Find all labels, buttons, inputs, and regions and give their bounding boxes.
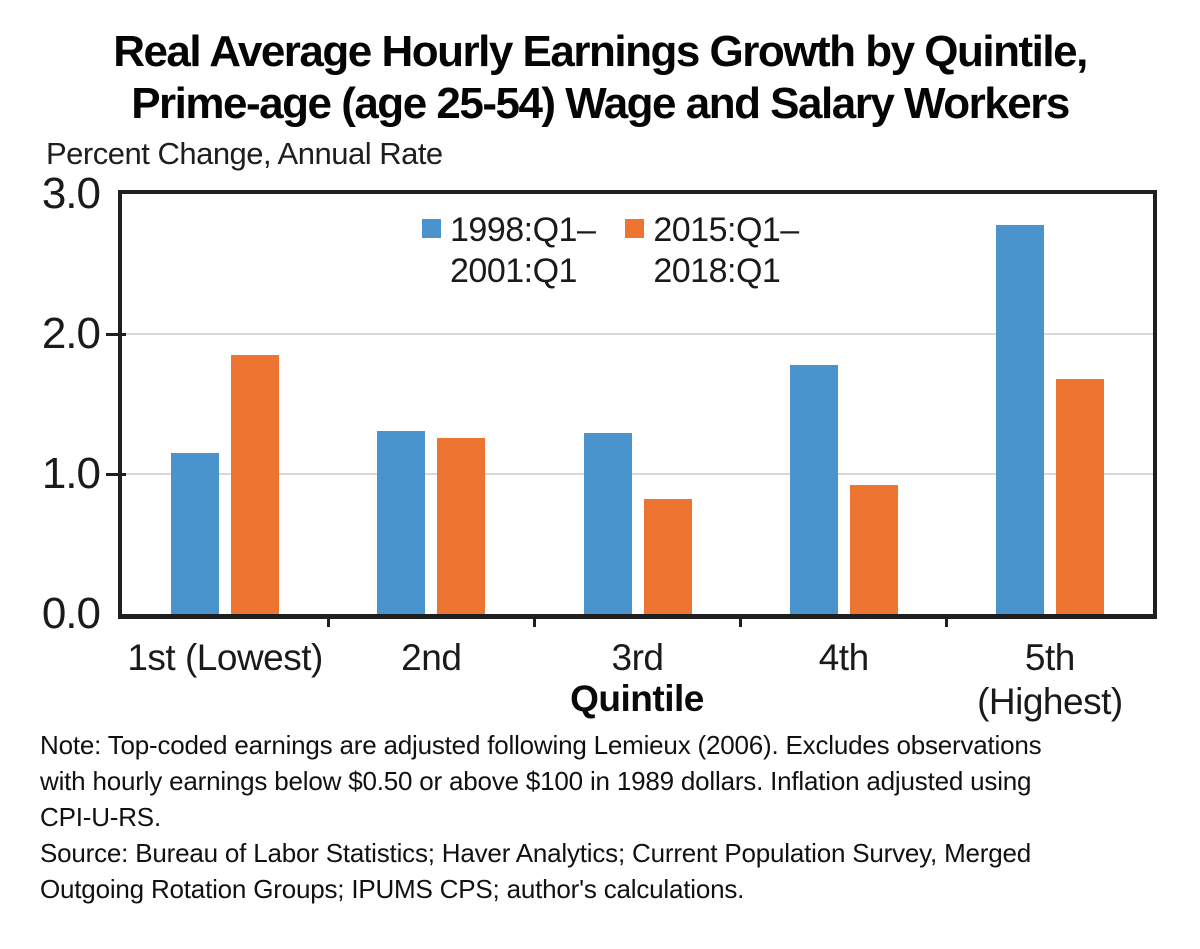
x-tick-label-cat4: 4th — [714, 636, 974, 680]
x-tick-label-line: 5th — [1024, 637, 1075, 678]
bar-series1-cat4 — [789, 364, 838, 614]
x-tick-label-line: 2nd — [401, 637, 462, 678]
legend-item-1: 1998:Q1– 2001:Q1 — [422, 210, 596, 292]
note-line: CPI-U-RS. — [40, 802, 161, 832]
legend-swatch-icon — [422, 219, 441, 238]
y-axis-tick — [106, 472, 126, 476]
source-line: Source: Bureau of Labor Statistics; Have… — [40, 838, 1032, 868]
x-axis-tick — [532, 614, 536, 627]
x-tick-label-line: 3rd — [611, 637, 664, 678]
legend-swatch-icon — [625, 219, 645, 238]
y-tick-label-0.0: 0.0 — [41, 589, 101, 638]
y-tick-label-2.0: 2.0 — [41, 309, 101, 358]
x-tick-label-cat3: 3rd — [508, 636, 768, 680]
bar-series2-cat4 — [849, 485, 898, 614]
chart-title-line2: Prime-age (age 25-54) Wage and Salary Wo… — [131, 79, 1070, 128]
y-tick-label-3.0: 3.0 — [41, 169, 101, 218]
bar-series1-cat1 — [171, 453, 220, 614]
gridline-2 — [122, 333, 1153, 335]
bar-series1-cat2 — [377, 430, 426, 614]
legend-label: 1998:Q1– 2001:Q1 — [450, 211, 596, 290]
x-axis-tick — [739, 614, 743, 627]
bar-series2-cat5 — [1055, 378, 1104, 614]
plot-area: 1998:Q1– 2001:Q1 2015:Q1– 2018:Q1 — [106, 190, 1157, 627]
x-tick-label-line: 4th — [818, 637, 869, 678]
x-axis-tick — [945, 614, 949, 627]
source-line: Outgoing Rotation Groups; IPUMS CPS; aut… — [40, 874, 745, 904]
x-tick-label-cat2: 2nd — [301, 636, 561, 680]
legend-label: 2015:Q1– 2018:Q1 — [653, 211, 799, 290]
x-tick-label-line: 1st (Lowest) — [127, 637, 323, 678]
bar-series1-cat3 — [583, 433, 632, 614]
x-tick-label-line: (Highest) — [977, 681, 1123, 722]
legend-item-2: 2015:Q1– 2018:Q1 — [625, 210, 799, 292]
y-tick-label-1.0: 1.0 — [41, 449, 101, 498]
x-tick-label-cat5: 5th (Highest) — [920, 636, 1180, 724]
x-tick-label-cat1: 1st (Lowest) — [95, 636, 355, 680]
note-line: Note: Top-coded earnings are adjusted fo… — [40, 730, 1042, 760]
gridline-1 — [122, 473, 1153, 475]
y-axis-tick — [106, 332, 126, 336]
chart-title: Real Average Hourly Earnings Growth by Q… — [0, 26, 1200, 130]
x-axis-tick — [326, 614, 330, 627]
units-label: Percent Change, Annual Rate — [46, 136, 443, 171]
chart-title-line1: Real Average Hourly Earnings Growth by Q… — [113, 27, 1088, 76]
bar-series2-cat2 — [437, 437, 486, 614]
bar-series2-cat3 — [643, 499, 692, 614]
x-axis-title: Quintile — [570, 678, 704, 719]
plot-inner: 1998:Q1– 2001:Q1 2015:Q1– 2018:Q1 — [106, 194, 1153, 627]
footnotes: Note: Top-coded earnings are adjusted fo… — [40, 727, 1042, 907]
note-line: with hourly earnings below $0.50 or abov… — [40, 766, 1032, 796]
legend: 1998:Q1– 2001:Q1 2015:Q1– 2018:Q1 — [422, 210, 799, 292]
bar-series1-cat5 — [995, 224, 1044, 614]
bar-series2-cat1 — [231, 355, 280, 614]
